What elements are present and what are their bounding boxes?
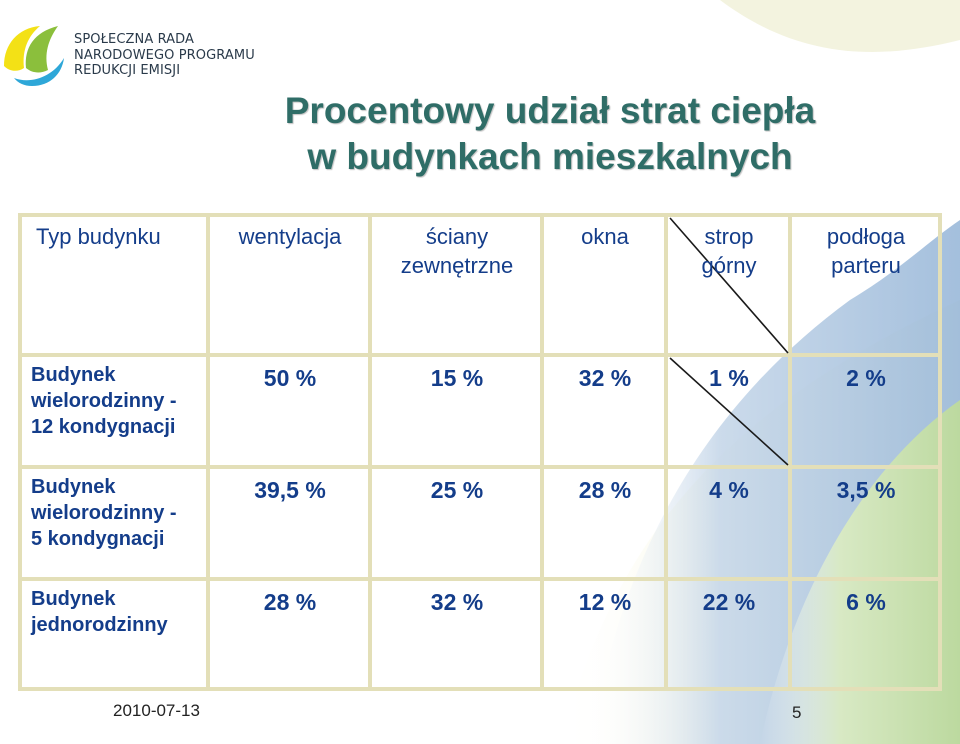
logo-line-2: NARODOWEGO PROGRAMU [74,47,255,63]
logo-mark-icon [4,26,64,86]
logo-text: SPOŁECZNA RADA NARODOWEGO PROGRAMU REDUK… [74,32,255,79]
header-podloga: podłoga parteru [792,222,940,280]
header-sciany-line-2: zewnętrzne [400,253,514,278]
row-label-2: Budynek wielorodzinny - 5 kondygnacji [31,474,209,552]
footer-page-number: 5 [792,703,802,722]
value-r2-sciany: 25 % [430,477,484,503]
page-title: Procentowy udział strat ciepła w budynka… [150,88,950,180]
row-label-2-line-1: Budynek [31,476,116,498]
title-line-1: Procentowy udział strat ciepła [284,90,816,131]
logo: SPOŁECZNA RADA NARODOWEGO PROGRAMU REDUK… [0,18,270,88]
row-label-3-line-1: Budynek [31,588,116,610]
header-wentylacja: wentylacja [238,224,342,249]
value-r2-strop: 4 % [709,477,749,503]
value-r2-podloga: 3,5 % [836,477,896,503]
value-r1-wentylacja: 50 % [263,365,317,391]
header-strop-line-1: strop [704,224,754,249]
value-r1-podloga: 2 % [846,365,886,391]
value-r3-podloga: 6 % [846,589,886,615]
logo-line-1: SPOŁECZNA RADA [74,32,195,47]
row-label-3: Budynek jednorodzinny [31,586,209,638]
value-r3-strop: 22 % [702,589,756,615]
row-label-2-line-2: wielorodzinny - [31,502,177,524]
row-label-1-line-2: wielorodzinny - [31,390,177,412]
header-sciany: ściany zewnętrzne [372,222,542,280]
header-okna: okna [581,224,629,249]
header-typ-budynku: Typ budynku [36,224,161,249]
value-r3-sciany: 32 % [430,589,484,615]
footer-date: 2010-07-13 [113,701,200,720]
value-r1-okna: 32 % [578,365,632,391]
header-sciany-line-1: ściany [425,224,489,249]
value-r2-okna: 28 % [578,477,632,503]
value-r2-wentylacja: 39,5 % [254,477,326,503]
value-r1-sciany: 15 % [430,365,484,391]
value-r3-wentylacja: 28 % [263,589,317,615]
value-r3-okna: 12 % [578,589,632,615]
title-line-2: w budynkach mieszkalnych [307,136,793,177]
row-label-1-line-3: 12 kondygnacji [31,416,176,438]
header-podloga-line-2: parteru [831,253,901,278]
row-label-1: Budynek wielorodzinny - 12 kondygnacji [31,362,209,440]
header-strop-line-2: górny [701,253,757,278]
logo-line-3: REDUKCJI EMISJI [74,63,181,78]
header-strop: strop górny [668,222,790,280]
header-podloga-line-1: podłoga [826,224,906,249]
value-r1-strop: 1 % [709,365,749,391]
row-label-1-line-1: Budynek [31,364,116,386]
row-label-3-line-2: jednorodzinny [31,614,168,636]
row-label-2-line-3: 5 kondygnacji [31,528,165,550]
